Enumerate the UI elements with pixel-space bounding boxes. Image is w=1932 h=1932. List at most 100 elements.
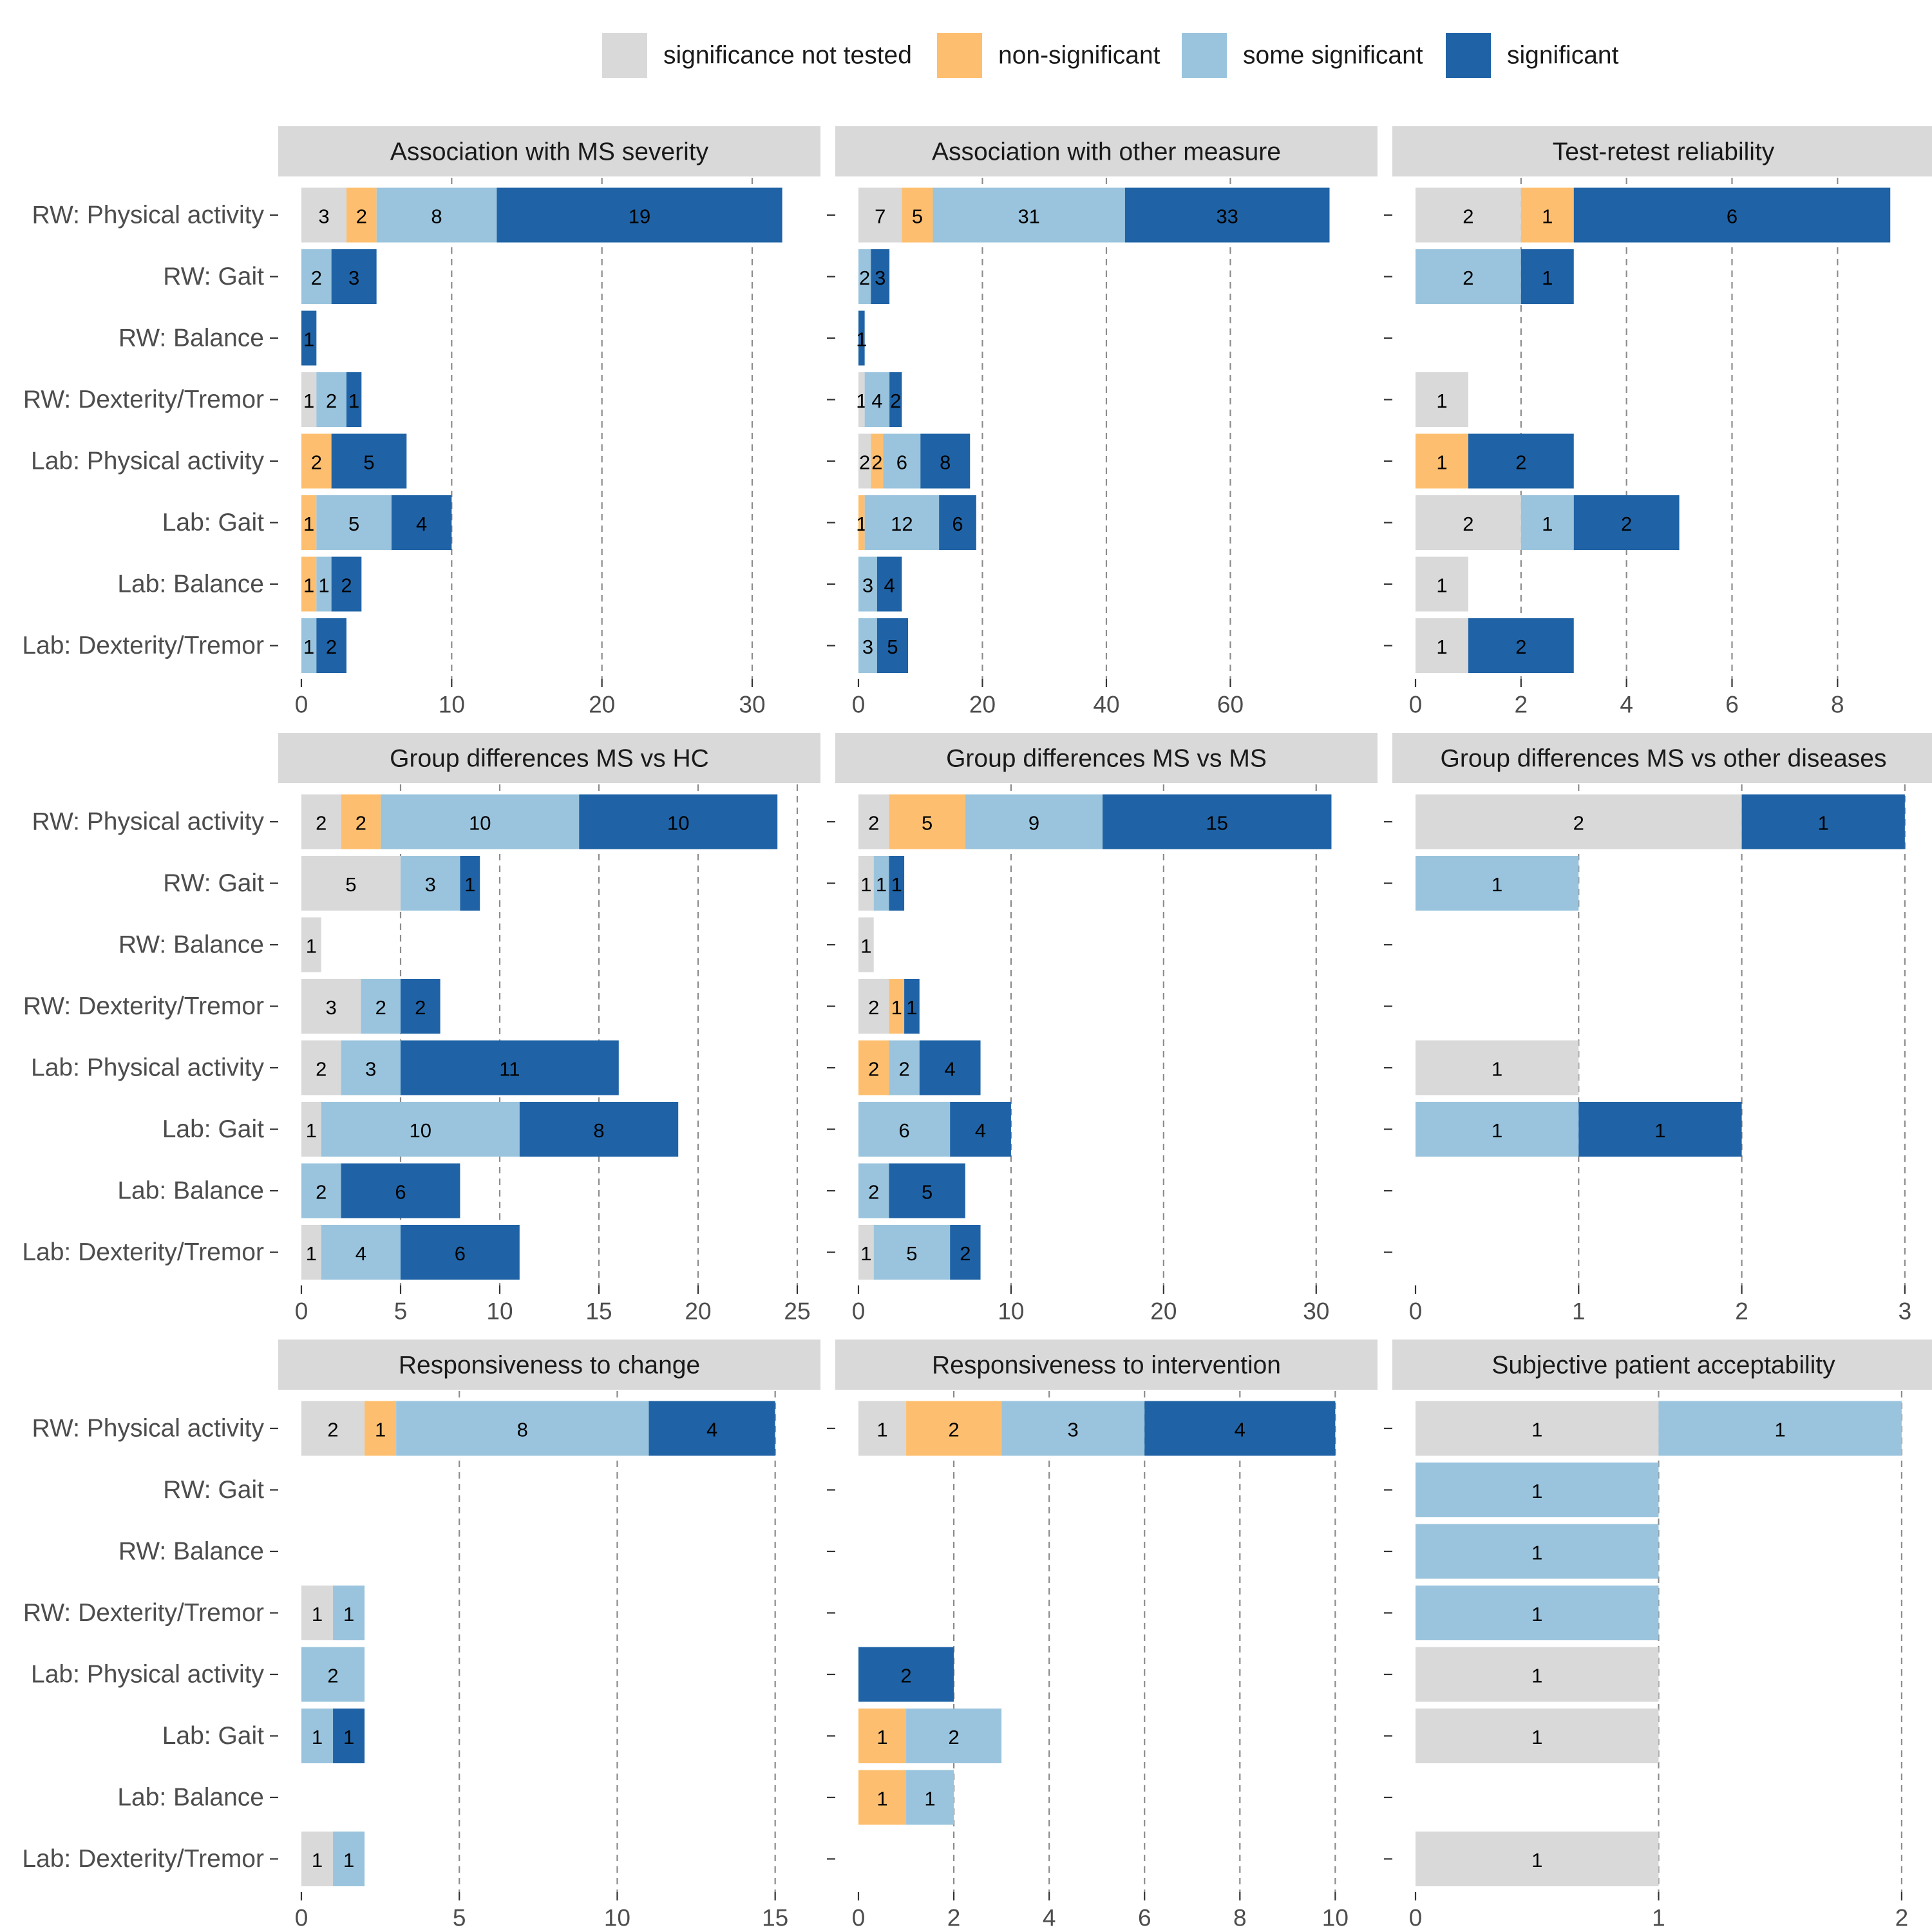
facet-strip xyxy=(1392,1340,1932,1390)
bar-segment xyxy=(301,1401,365,1456)
bar-value-label: 2 xyxy=(327,1419,338,1441)
facet-strip xyxy=(278,733,820,783)
bar-segment xyxy=(396,1401,649,1456)
bar-segment xyxy=(873,856,889,911)
bar-value-label: 2 xyxy=(356,205,367,228)
bar-segment xyxy=(864,495,940,550)
bar-segment xyxy=(858,310,865,366)
bar-segment xyxy=(301,1709,334,1763)
bar-segment xyxy=(904,979,920,1034)
bar-segment xyxy=(889,1040,920,1095)
bar-value-label: 1 xyxy=(303,574,314,597)
bar-value-label: 4 xyxy=(706,1419,717,1441)
bar-value-label: 1 xyxy=(1654,1119,1665,1142)
facet-title: Group differences MS vs MS xyxy=(946,745,1267,773)
bar-segment xyxy=(858,1102,951,1157)
bar-value-label: 1 xyxy=(1531,1419,1542,1441)
bar-value-label: 1 xyxy=(312,1726,323,1748)
bar-segment xyxy=(301,310,317,366)
x-tick-label: 1 xyxy=(1572,1298,1586,1325)
legend-label-0: significance not tested xyxy=(663,42,912,70)
bar-value-label: 3 xyxy=(875,267,886,289)
facet-strip xyxy=(1392,126,1932,176)
bar-segment xyxy=(871,433,884,489)
bar-segment xyxy=(301,249,332,304)
bar-segment xyxy=(871,249,890,304)
bar-value-label: 19 xyxy=(629,205,650,228)
bar-segment xyxy=(858,187,902,243)
bar-value-label: 4 xyxy=(975,1119,986,1142)
bar-value-label: 5 xyxy=(912,205,923,228)
bar-segment xyxy=(301,917,321,972)
bar-segment xyxy=(301,618,317,673)
x-tick-label: 0 xyxy=(852,1298,866,1325)
legend-key-1 xyxy=(937,33,982,78)
facet-title: Test-retest reliability xyxy=(1553,138,1775,166)
x-tick-label: 10 xyxy=(1322,1905,1349,1931)
bar-segment xyxy=(1416,1102,1579,1157)
facet-title: Association with MS severity xyxy=(390,138,709,166)
bar-segment xyxy=(858,917,874,972)
x-tick-label: 10 xyxy=(604,1905,630,1931)
bar-segment xyxy=(341,1040,401,1095)
bar-value-label: 1 xyxy=(891,873,902,896)
x-tick-label: 2 xyxy=(1895,1905,1909,1931)
bar-segment xyxy=(401,1225,520,1280)
bar-segment xyxy=(1468,433,1574,489)
x-tick-label: 20 xyxy=(589,692,615,718)
bar-value-label: 2 xyxy=(311,451,322,474)
category-label: RW: Physical activity xyxy=(32,808,265,836)
bar-value-label: 1 xyxy=(891,996,902,1019)
facet-3: Group differences MS vs HC2 2 10 105 3 113 2 22… xyxy=(22,733,820,1325)
bar-segment xyxy=(1573,495,1680,550)
bar-value-label: 8 xyxy=(940,451,951,474)
facet-title: Group differences MS vs other diseases xyxy=(1441,745,1887,773)
bar-segment xyxy=(331,249,377,304)
bar-segment xyxy=(889,794,965,849)
bar-value-label: 2 xyxy=(868,812,879,835)
bar-segment xyxy=(301,1225,321,1280)
x-tick-label: 0 xyxy=(1409,692,1423,718)
bar-value-label: 2 xyxy=(355,812,366,835)
bar-segment xyxy=(1416,856,1579,911)
bar-segment xyxy=(906,1709,1002,1763)
bar-value-label: 1 xyxy=(1542,205,1553,228)
category-label: RW: Balance xyxy=(118,1538,264,1566)
bar-segment xyxy=(361,979,401,1034)
facet-strip xyxy=(278,126,820,176)
bar-value-label: 2 xyxy=(859,451,870,474)
bar-segment xyxy=(858,856,874,911)
bar-segment xyxy=(401,1040,619,1095)
bar-value-label: 31 xyxy=(1018,205,1039,228)
facet-strip xyxy=(835,733,1378,783)
bar-value-label: 10 xyxy=(667,812,689,835)
bar-value-label: 1 xyxy=(860,873,871,896)
x-tick-label: 20 xyxy=(1150,1298,1177,1325)
bar-value-label: 1 xyxy=(1492,1119,1502,1142)
bar-segment xyxy=(316,618,346,673)
bar-segment xyxy=(333,1832,365,1886)
bar-value-label: 1 xyxy=(303,636,314,658)
bar-value-label: 4 xyxy=(416,513,427,535)
bar-value-label: 4 xyxy=(1235,1419,1245,1441)
bar-value-label: 1 xyxy=(343,1849,354,1871)
bar-segment xyxy=(579,794,778,849)
bar-segment xyxy=(1468,618,1574,673)
bar-value-label: 5 xyxy=(922,812,933,835)
bar-value-label: 1 xyxy=(306,935,317,958)
bar-value-label: 2 xyxy=(327,1665,338,1687)
category-label: Lab: Dexterity/Tremor xyxy=(22,1238,264,1266)
bar-value-label: 5 xyxy=(345,873,356,896)
bar-segment xyxy=(858,1163,889,1218)
bar-value-label: 1 xyxy=(312,1849,323,1871)
facet-strip xyxy=(1392,733,1932,783)
category-label: RW: Physical activity xyxy=(32,1415,265,1443)
x-tick-label: 0 xyxy=(295,1905,308,1931)
bar-value-label: 3 xyxy=(1068,1419,1079,1441)
bar-segment xyxy=(889,372,902,427)
facet-2: Test-retest reliability 2 1 6 2 1 1 1 2 2 1 2 1 1 2 0 2 4… xyxy=(1384,126,1932,718)
legend-label-3: significant xyxy=(1507,42,1619,70)
bar-segment xyxy=(883,433,921,489)
